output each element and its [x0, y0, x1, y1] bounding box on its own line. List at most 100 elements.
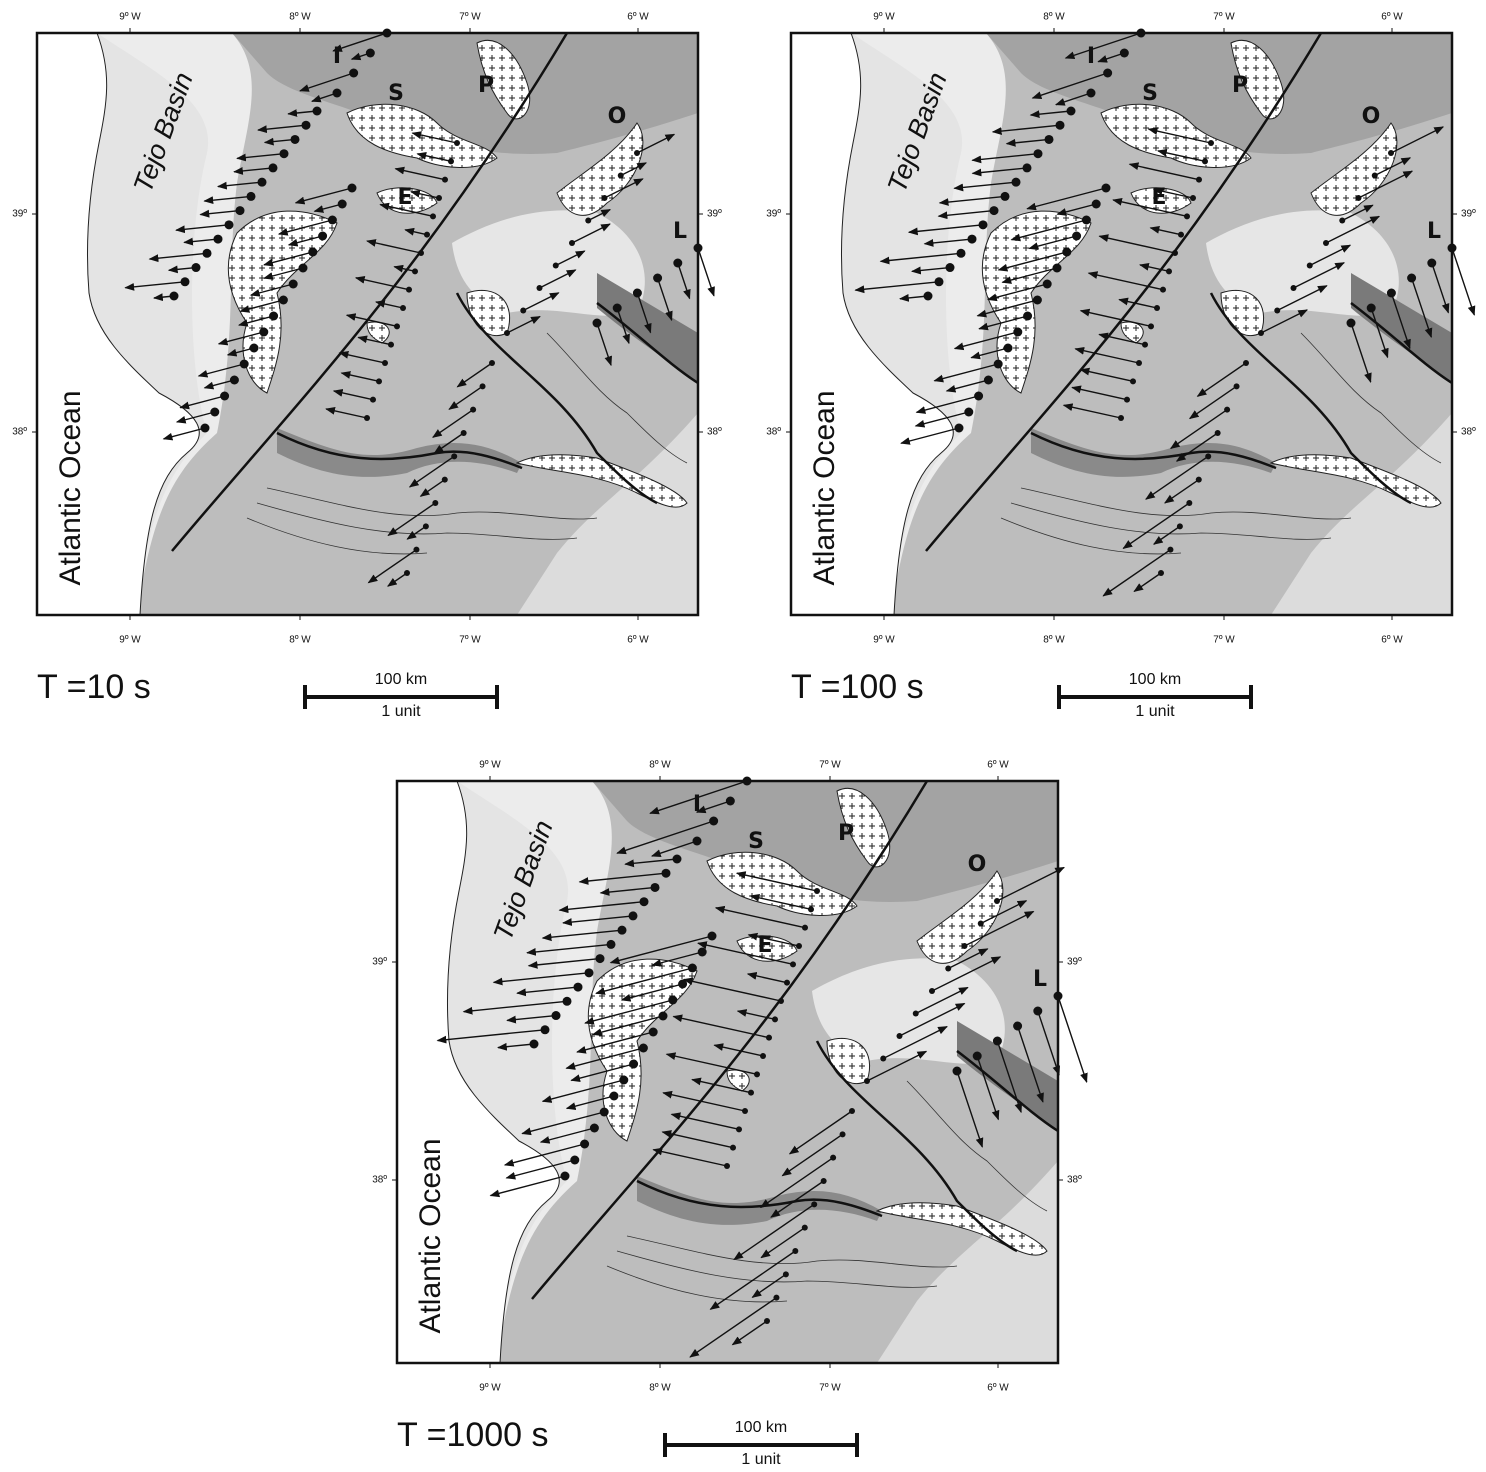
station [610, 1092, 619, 1101]
lon-label: 6º W [1381, 12, 1403, 23]
station [590, 1124, 599, 1133]
station [1013, 1022, 1022, 1031]
lon-label: 6º W [627, 635, 649, 646]
zone-label: P [478, 73, 494, 98]
station [990, 206, 999, 215]
scale-distance: 100 km [735, 1419, 787, 1436]
station [1124, 397, 1130, 403]
panel-title: T =1000 s [397, 1416, 549, 1454]
station [308, 248, 317, 257]
zone-label: E [1151, 185, 1166, 210]
station [1166, 268, 1172, 274]
lon-label: 8º W [649, 1383, 671, 1394]
station [1053, 264, 1062, 273]
station [946, 263, 955, 272]
scale-distance: 100 km [375, 671, 427, 688]
station [412, 268, 418, 274]
zone-label: S [748, 829, 764, 854]
ocean-label: Atlantic Ocean [808, 390, 841, 585]
station [552, 1011, 561, 1020]
station [1137, 29, 1146, 38]
station [1054, 992, 1063, 1001]
lat-label: 38º [1461, 427, 1476, 438]
station [1148, 323, 1154, 329]
station [668, 996, 677, 1005]
lat-label: 39º [1067, 957, 1082, 968]
station [760, 1053, 766, 1059]
station [1033, 1007, 1042, 1016]
station [796, 943, 802, 949]
lon-label: 7º W [1213, 635, 1235, 646]
station [1448, 244, 1457, 253]
station [968, 235, 977, 244]
station [1215, 430, 1221, 436]
lon-label: 9º W [119, 12, 141, 23]
station [897, 1033, 903, 1039]
station [814, 888, 820, 894]
station [451, 453, 457, 459]
station [935, 277, 944, 286]
station [651, 883, 660, 892]
station [489, 360, 495, 366]
lon-label: 6º W [627, 12, 649, 23]
lon-label: 7º W [459, 12, 481, 23]
station [1154, 305, 1160, 311]
station [607, 940, 616, 949]
station [802, 1225, 808, 1231]
page: ISPOELTejo BasinAtlantic Ocean9º W9º W8º… [0, 0, 1486, 1472]
station [880, 1056, 886, 1062]
map-panel: ISPOELTejo BasinAtlantic Ocean9º W9º W8º… [372, 760, 1086, 1469]
station [370, 397, 376, 403]
station [1033, 296, 1042, 305]
station [1427, 259, 1436, 268]
station [783, 1271, 789, 1277]
station [1045, 135, 1054, 144]
station [569, 240, 575, 246]
station [432, 500, 438, 506]
station [629, 911, 638, 920]
lon-label: 8º W [289, 12, 311, 23]
station [613, 304, 622, 313]
station [913, 1011, 919, 1017]
station [366, 49, 375, 58]
station [994, 898, 1000, 904]
station [400, 305, 406, 311]
station [258, 178, 267, 187]
station [328, 216, 337, 225]
station [1202, 158, 1208, 164]
station [830, 1155, 836, 1161]
lon-label: 7º W [1213, 12, 1235, 23]
lon-label: 6º W [987, 1383, 1009, 1394]
station [220, 392, 229, 401]
station [470, 407, 476, 413]
station [1356, 195, 1362, 201]
station [1034, 149, 1043, 158]
station [349, 69, 358, 78]
station [585, 218, 591, 224]
station [430, 213, 436, 219]
station [596, 954, 605, 963]
station [994, 360, 1003, 369]
station [955, 424, 964, 433]
station [1177, 523, 1183, 529]
station [984, 376, 993, 385]
station [978, 921, 984, 927]
station [811, 1201, 817, 1207]
station [210, 408, 219, 417]
station [1172, 250, 1178, 256]
station [269, 163, 278, 172]
station [748, 1090, 754, 1096]
station [1167, 547, 1173, 553]
scale-unit: 1 unit [1135, 703, 1175, 720]
station [629, 1060, 638, 1069]
lat-label: 39º [707, 209, 722, 220]
station [1142, 342, 1148, 348]
station [388, 342, 394, 348]
station [201, 424, 210, 433]
zone-label: P [1232, 73, 1248, 98]
station [1184, 213, 1190, 219]
station [974, 392, 983, 401]
station [1001, 192, 1010, 201]
station [289, 280, 298, 289]
